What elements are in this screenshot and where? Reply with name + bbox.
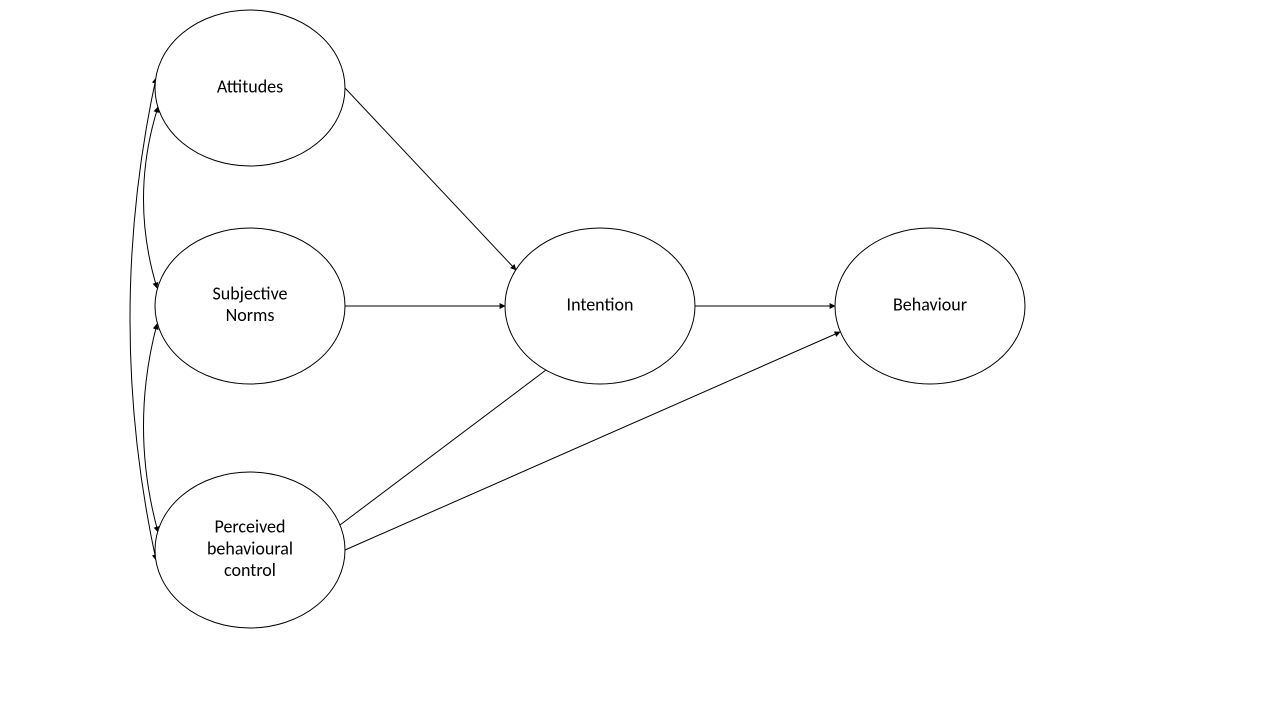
curve-norms-pbc: [143, 324, 158, 532]
node-norms-label-0: Subjective: [213, 282, 288, 304]
edge-attitudes-intention: [345, 88, 516, 270]
node-intention: Intention: [505, 228, 695, 384]
node-attitudes: Attitudes: [155, 10, 345, 166]
curve-attitudes-pbc: [130, 78, 156, 560]
node-pbc-label-1: behavioural: [207, 537, 293, 559]
node-norms-label-1: Norms: [226, 304, 275, 326]
node-pbc-label-2: control: [224, 559, 276, 581]
node-pbc: Perceivedbehaviouralcontrol: [155, 472, 345, 628]
node-norms: SubjectiveNorms: [155, 228, 345, 384]
node-behaviour-label-0: Behaviour: [893, 293, 967, 315]
node-pbc-label-0: Perceived: [215, 516, 286, 538]
node-attitudes-label-0: Attitudes: [217, 75, 283, 97]
node-intention-label-0: Intention: [567, 293, 634, 315]
edge-pbc-intention: [340, 370, 546, 525]
tpb-diagram: Attitudes SubjectiveNorms Perceivedbehavio…: [0, 0, 1280, 720]
node-behaviour: Behaviour: [835, 228, 1025, 384]
